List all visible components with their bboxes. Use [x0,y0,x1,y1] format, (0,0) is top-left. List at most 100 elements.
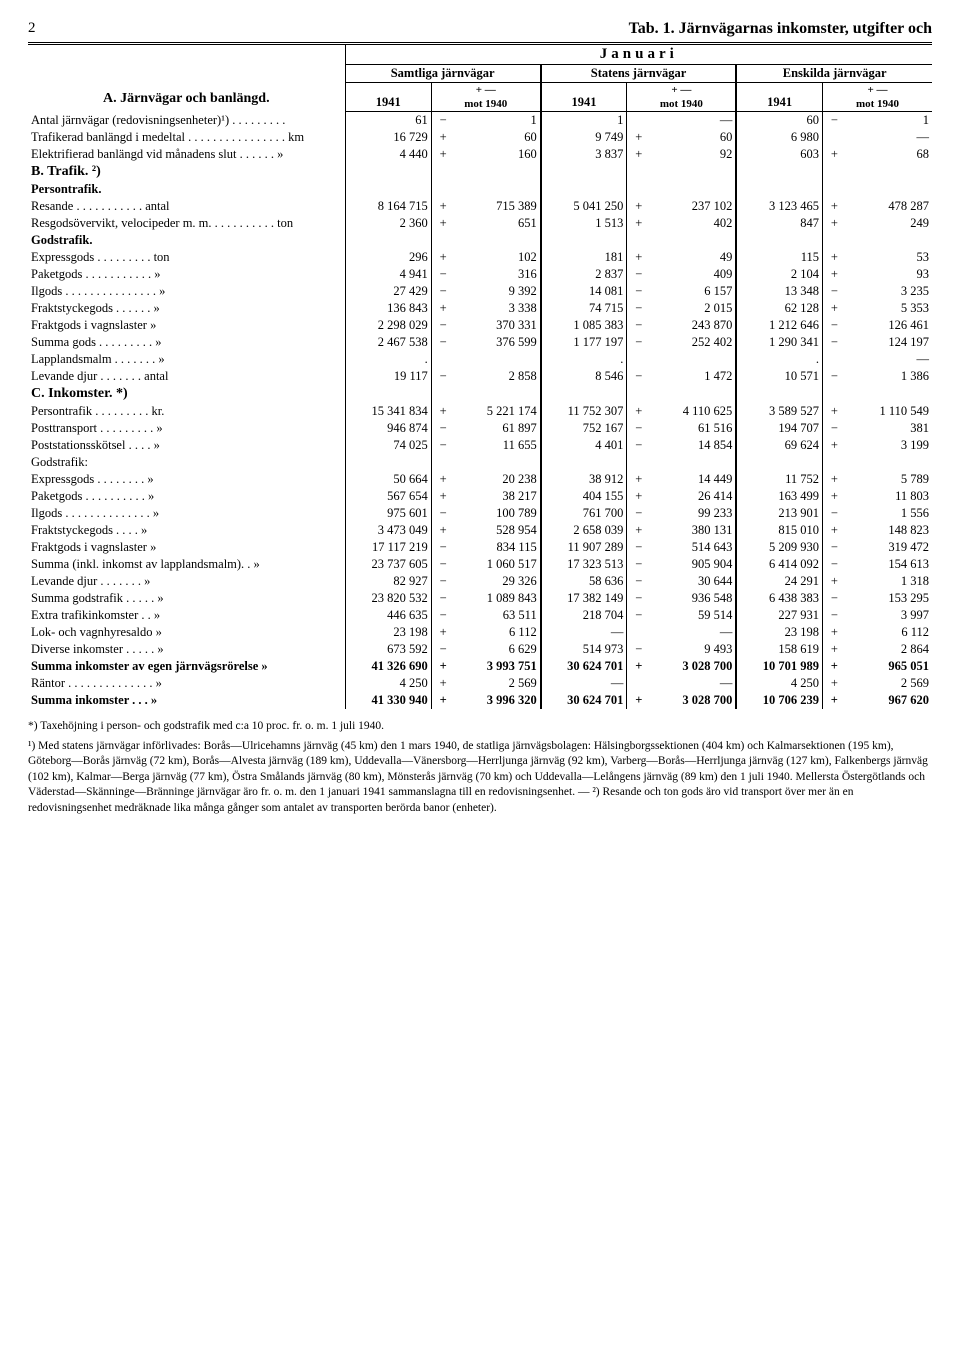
cell: 252 402 [650,334,736,351]
cell-sign: + [431,403,454,420]
cell: 19 117 [345,368,431,385]
cell-sign: + [823,198,846,215]
cell: — [541,624,627,641]
cell: 218 704 [541,607,627,624]
cell: 60 [455,129,541,146]
cell: 163 499 [736,488,822,505]
cell: 5 209 930 [736,539,822,556]
cell-sign: + [627,198,650,215]
cell-sign: + [431,146,454,163]
cell-sign: − [627,317,650,334]
cell: 2 015 [650,300,736,317]
cell [345,454,431,471]
cell: 4 440 [345,146,431,163]
cell: 6 980 [736,129,822,146]
cell: 5 221 174 [455,403,541,420]
cell: — [650,112,736,130]
row-label: Resande . . . . . . . . . . . antal [28,198,345,215]
table-row: Diverse inkomster . . . . . » 673 592 − … [28,641,932,658]
table-row: Summa inkomster av egen järnvägsrörelse … [28,658,932,675]
cell: 2 658 039 [541,522,627,539]
cell-sign: + [823,300,846,317]
cell-sign: − [823,112,846,130]
year-3: 1941 [736,83,822,112]
year-2: 1941 [541,83,627,112]
cell [455,454,541,471]
cell: 153 295 [846,590,932,607]
cell: 1 472 [650,368,736,385]
cell: 761 700 [541,505,627,522]
cell: 243 870 [650,317,736,334]
cell: 1 110 549 [846,403,932,420]
diff-bot-2: mot 1940 [627,97,736,112]
cell [541,454,627,471]
cell-sign: − [627,368,650,385]
row-label: Diverse inkomster . . . . . » [28,641,345,658]
row-label: Fraktgods i vagnslaster » [28,539,345,556]
cell-sign: + [627,658,650,675]
table-body: Antal järnvägar (redovisningsenheter)¹) … [28,112,932,710]
cell-sign: + [823,437,846,454]
cell: 3 028 700 [650,658,736,675]
cell: 319 472 [846,539,932,556]
cell-sign: + [627,146,650,163]
cell: 6 629 [455,641,541,658]
cell: 30 624 701 [541,658,627,675]
cell: 975 601 [345,505,431,522]
cell: 249 [846,215,932,232]
table-row: Persontrafik . . . . . . . . . kr. 15 34… [28,403,932,420]
cell-sign: − [627,539,650,556]
section-a-title: A. Järnvägar och banlängd. [31,81,342,111]
cell: 74 715 [541,300,627,317]
table-row: Paketgods . . . . . . . . . . . » 4 941 … [28,266,932,283]
cell: 815 010 [736,522,822,539]
cell: 3 473 049 [345,522,431,539]
cell-sign [823,454,846,471]
cell-sign [627,454,650,471]
row-label: Levande djur . . . . . . . » [28,573,345,590]
cell-sign: + [823,641,846,658]
cell: . [736,351,822,368]
cell: 446 635 [345,607,431,624]
cell: 5 353 [846,300,932,317]
cell: 2 837 [541,266,627,283]
cell-sign: + [431,215,454,232]
cell: 2 467 538 [345,334,431,351]
cell: 6 157 [650,283,736,300]
cell-sign: + [823,471,846,488]
row-label: Paketgods . . . . . . . . . . » [28,488,345,505]
cell: 3 235 [846,283,932,300]
cell: 49 [650,249,736,266]
cell-sign: − [431,641,454,658]
cell-sign: − [627,283,650,300]
cell: 3 028 700 [650,692,736,709]
cell-sign: + [823,522,846,539]
table-row: Resande . . . . . . . . . . . antal 8 16… [28,198,932,215]
cell: 5 789 [846,471,932,488]
cell-sign: + [431,198,454,215]
cell: 14 854 [650,437,736,454]
cell-sign: − [823,505,846,522]
cell: 3 837 [541,146,627,163]
cell: 17 323 513 [541,556,627,573]
cell: 8 546 [541,368,627,385]
cell-sign: − [431,368,454,385]
table-row: Elektrifierad banlängd vid månadens slut… [28,146,932,163]
cell: 1 513 [541,215,627,232]
cell: 478 287 [846,198,932,215]
cell: 58 636 [541,573,627,590]
cell: 316 [455,266,541,283]
cell-sign: + [627,471,650,488]
cell: 29 326 [455,573,541,590]
cell-sign: − [431,437,454,454]
cell-sign: + [431,692,454,709]
row-label: Paketgods . . . . . . . . . . . » [28,266,345,283]
cell: 4 401 [541,437,627,454]
page-header: 2 Tab. 1. Järnvägarnas inkomster, utgift… [28,20,932,38]
cell-sign: − [431,607,454,624]
cell: 381 [846,420,932,437]
row-label: Fraktstyckegods . . . . . . » [28,300,345,317]
cell-sign: + [823,266,846,283]
table-row: Trafikerad banlängd i medeltal . . . . .… [28,129,932,146]
table-row: Posttransport . . . . . . . . . » 946 87… [28,420,932,437]
